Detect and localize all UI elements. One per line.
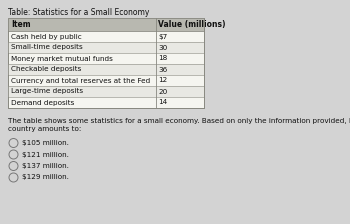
Text: 12: 12 <box>158 78 167 84</box>
Text: 36: 36 <box>158 67 167 73</box>
Text: 30: 30 <box>158 45 167 50</box>
Text: The table shows some statistics for a small economy. Based on only the informati: The table shows some statistics for a sm… <box>8 118 350 124</box>
Bar <box>8 18 204 31</box>
Text: Currency and total reserves at the Fed: Currency and total reserves at the Fed <box>11 78 150 84</box>
Text: Value (millions): Value (millions) <box>158 20 225 29</box>
Text: Cash held by public: Cash held by public <box>11 34 82 39</box>
Bar <box>8 86 204 97</box>
Text: $129 million.: $129 million. <box>22 174 69 181</box>
Bar <box>8 42 204 53</box>
Text: Large-time deposits: Large-time deposits <box>11 88 83 95</box>
Text: $7: $7 <box>158 34 167 39</box>
Text: $121 million.: $121 million. <box>22 151 69 157</box>
Bar <box>8 64 204 75</box>
Text: Checkable deposits: Checkable deposits <box>11 67 81 73</box>
Text: Item: Item <box>11 20 31 29</box>
Text: 14: 14 <box>158 99 167 106</box>
Text: country amounts to:: country amounts to: <box>8 127 81 133</box>
Text: Small-time deposits: Small-time deposits <box>11 45 83 50</box>
Bar <box>8 18 204 108</box>
Bar <box>8 18 204 108</box>
Text: 20: 20 <box>158 88 167 95</box>
Text: 18: 18 <box>158 56 167 62</box>
Text: Table: Statistics for a Small Economy: Table: Statistics for a Small Economy <box>8 8 149 17</box>
Text: Demand deposits: Demand deposits <box>11 99 74 106</box>
Text: $105 million.: $105 million. <box>22 140 69 146</box>
Text: Money market mutual funds: Money market mutual funds <box>11 56 113 62</box>
Text: $137 million.: $137 million. <box>22 163 69 169</box>
